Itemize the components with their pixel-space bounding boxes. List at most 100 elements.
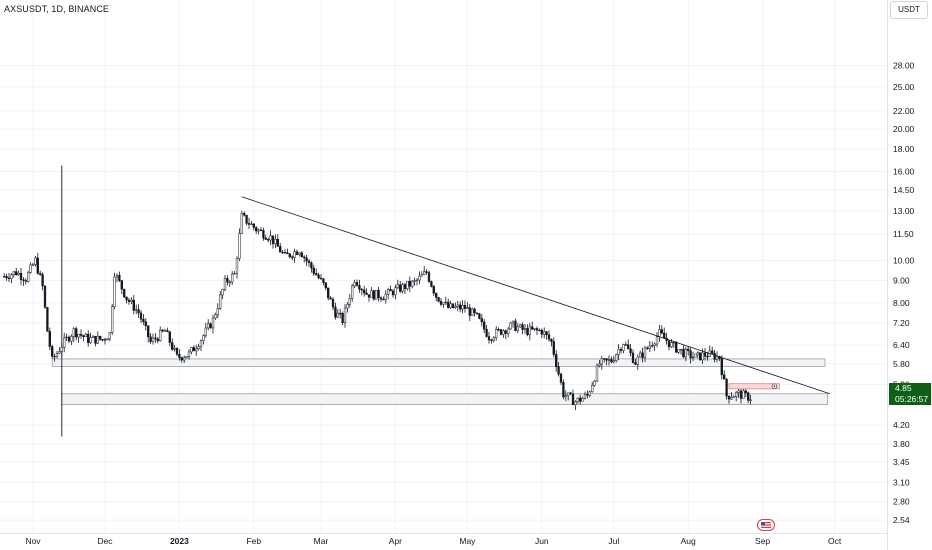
candle-body-up [370,290,373,298]
marker-drawing[interactable] [728,383,780,390]
candle-body-up [576,397,579,403]
candle-body-up [444,301,447,304]
candle-body-down [132,299,135,311]
candle-body-up [670,342,673,348]
candle-body-down [538,329,541,332]
candle-body-down [178,353,181,358]
candle-body-up [348,298,351,305]
candle [274,234,277,249]
candle-body-down [485,328,488,337]
candle-body-up [197,346,200,350]
candle-body-down [295,251,299,255]
candle [543,327,546,339]
candle [209,322,212,329]
candle [742,388,745,399]
time-tick-label: Apr [389,536,402,546]
candle [427,270,431,283]
marker-rect[interactable] [728,383,780,390]
candle-body-down [399,284,402,292]
candle [492,336,495,343]
eye-pupil [773,385,776,388]
upper-support-zone[interactable] [51,358,826,367]
price-tick-label: 11.50 [893,229,914,239]
trendline[interactable] [241,196,830,395]
candle-body-down [279,246,282,253]
candle [660,325,663,335]
candle-body-down [154,337,157,340]
candle-body-up [737,390,740,393]
candle-body-down [171,342,174,350]
candle-body-down [175,347,179,355]
candle-body-up [615,354,618,361]
candle-body-up [677,349,680,353]
candle [331,296,335,311]
candle-body-down [103,339,107,341]
candle [72,327,75,342]
time-axis[interactable]: Nov Dec 2023 Feb Mar Apr May Jun Jul Aug Sep Oct [0,533,887,547]
candle [341,311,344,325]
candle [3,273,6,278]
candle [403,282,407,295]
currency-badge[interactable]: USDT [890,1,928,19]
candle-body-up [240,213,243,234]
candle-body-up [238,233,241,259]
candle-body-up [235,258,239,274]
candle [694,353,697,358]
candle [295,249,299,256]
candle [511,320,515,328]
candle-body-up [691,356,695,359]
candle-body-down [291,256,294,258]
candle [619,347,623,354]
symbol-title[interactable]: AXSUSDT, 1D, BINANCE [4,4,110,14]
candle [622,343,625,354]
candle [36,252,39,275]
candle-body-down [255,227,258,232]
candle-body-down [53,356,56,358]
candle-body-up [509,322,512,330]
candle [399,280,402,293]
candle-body-down [166,330,169,333]
candle-body-down [264,237,267,240]
candle-body-down [101,339,104,341]
candle [725,378,728,400]
candle-body-down [125,296,128,301]
candle [605,358,608,366]
candle [586,390,589,399]
candle-body-up [60,347,63,352]
candle [221,288,224,299]
candle-body-up [658,329,661,337]
candle [19,267,23,286]
price-axis[interactable]: 28.00 25.00 22.00 20.00 18.00 16.00 14.50 13.00… [887,0,915,550]
lower-support-zone[interactable] [61,393,828,405]
candle-body-up [639,352,642,358]
candle [449,300,452,310]
candle-body-down [319,277,323,280]
candle [216,303,219,319]
candle-body-down [22,279,25,281]
candle-body-down [245,214,248,224]
candle-body-up [730,397,733,400]
price-tick-label: 3.80 [893,439,910,449]
candle-body-up [735,392,738,397]
candle-body-down [747,392,750,401]
candle [713,349,716,363]
candle [499,328,503,336]
candle-body-down [408,280,411,287]
support-zones[interactable] [51,358,828,405]
candle [507,326,510,338]
candle [27,270,30,283]
candle [439,297,443,307]
candle [10,273,13,284]
candle-body-down [447,301,450,308]
candle-body-up [612,360,615,363]
candle [634,358,637,366]
tradingview-flag-icon[interactable] [757,519,775,531]
candle [187,349,191,360]
candle [679,349,683,355]
trendline-drawing[interactable] [241,196,830,395]
candle [375,289,378,300]
candle-body-up [77,333,80,338]
candle [48,327,51,351]
candle-body-down [535,328,539,331]
